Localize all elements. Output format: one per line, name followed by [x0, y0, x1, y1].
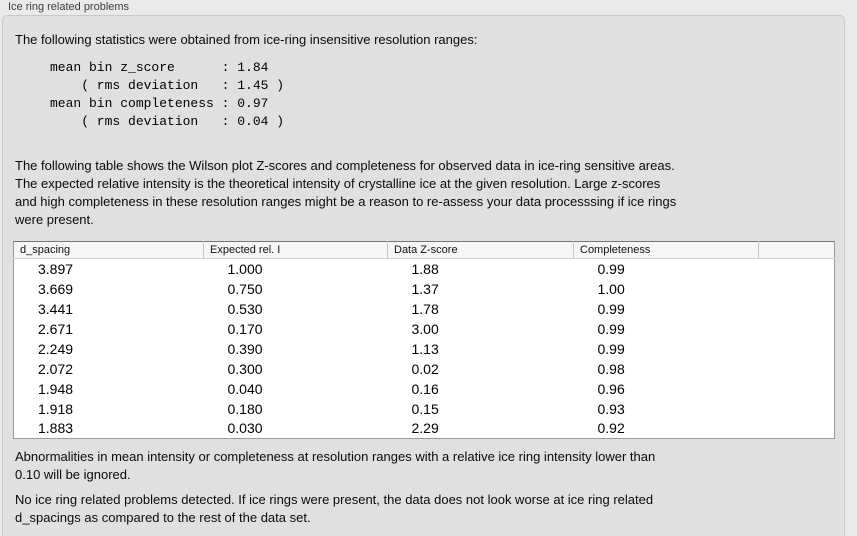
table-cell-empty [759, 379, 835, 399]
table-cell: 0.530 [227, 300, 263, 317]
ice-ring-groupbox: The following statistics were obtained f… [2, 15, 845, 536]
table-cell-empty [759, 259, 835, 279]
table-cell: 1.88 [411, 260, 439, 277]
table-cell: 3.00 [411, 320, 439, 337]
table-cell: 0.750 [227, 280, 263, 297]
stats-summary-block: mean bin z_score : 1.84 ( rms deviation … [50, 60, 285, 129]
table-cell: 0.170 [227, 320, 263, 337]
table-cell: 0.99 [597, 300, 625, 317]
table-row[interactable]: 1.948 0.040 0.16 0.96 [14, 379, 835, 399]
table-cell: 2.072 [38, 360, 74, 377]
table-cell: 2.249 [38, 340, 74, 357]
table-cell: 0.99 [597, 340, 625, 357]
table-cell: 0.99 [597, 320, 625, 337]
table-cell: 0.98 [597, 360, 625, 377]
table-body: 3.897 1.000 1.88 0.99 3.669 0.750 1.37 1.00 3.44… [14, 259, 835, 439]
column-header-d-spacing: d_spacing [13, 241, 204, 259]
table-cell: 0.92 [597, 420, 625, 437]
table-cell: 0.02 [411, 360, 439, 377]
table-cell: 0.96 [597, 380, 625, 397]
table-cell: 3.669 [38, 280, 74, 297]
table-cell: 0.15 [411, 400, 439, 417]
table-row[interactable]: 3.441 0.530 1.78 0.99 [14, 299, 835, 319]
table-cell-empty [759, 359, 835, 379]
column-header-expected-rel-i: Expected rel. I [203, 241, 388, 259]
column-header-data-z-score: Data Z-score [387, 241, 574, 259]
intro-text: The following statistics were obtained f… [15, 32, 478, 47]
table-cell: 3.441 [38, 300, 74, 317]
table-cell-empty [759, 419, 835, 439]
table-cell-empty [759, 299, 835, 319]
table-row[interactable]: 1.918 0.180 0.15 0.93 [14, 399, 835, 419]
table-cell: 1.78 [411, 300, 439, 317]
table-cell: 1.00 [597, 280, 625, 297]
table-cell: 2.29 [411, 420, 439, 437]
column-header-completeness: Completeness [573, 241, 759, 259]
table-cell: 0.16 [411, 380, 439, 397]
groupbox-title: Ice ring related problems [8, 1, 130, 13]
ice-ring-table: d_spacing Expected rel. I Data Z-score C… [13, 241, 835, 439]
table-header: d_spacing Expected rel. I Data Z-score C… [13, 241, 835, 259]
table-cell: 0.99 [597, 260, 625, 277]
table-cell-empty [759, 339, 835, 359]
table-cell: 1.37 [411, 280, 439, 297]
table-cell: 0.030 [227, 420, 263, 437]
table-cell: 0.93 [597, 400, 625, 417]
table-cell-empty [759, 399, 835, 419]
table-row[interactable]: 2.072 0.300 0.02 0.98 [14, 359, 835, 379]
table-cell: 1.883 [38, 420, 74, 437]
table-cell: 1.918 [38, 400, 74, 417]
column-header-empty [758, 241, 835, 259]
ignore-note-text: Abnormalities in mean intensity or compl… [15, 449, 656, 482]
table-row[interactable]: 1.883 0.030 2.29 0.92 [14, 419, 835, 439]
table-cell-empty [759, 319, 835, 339]
conclusion-text: No ice ring related problems detected. I… [15, 492, 654, 525]
table-cell: 1.13 [411, 340, 439, 357]
description-text: The following table shows the Wilson plo… [15, 158, 677, 227]
table-cell: 1.000 [227, 260, 263, 277]
table-cell: 0.390 [227, 340, 263, 357]
table-cell: 0.300 [227, 360, 263, 377]
table-row[interactable]: 3.669 0.750 1.37 1.00 [14, 279, 835, 299]
table-cell: 1.948 [38, 380, 74, 397]
table-cell: 2.671 [38, 320, 74, 337]
table-cell: 0.040 [227, 380, 263, 397]
table-cell: 3.897 [38, 260, 74, 277]
table-cell-empty [759, 279, 835, 299]
table-row[interactable]: 2.249 0.390 1.13 0.99 [14, 339, 835, 359]
table-cell: 0.180 [227, 400, 263, 417]
table-row[interactable]: 2.671 0.170 3.00 0.99 [14, 319, 835, 339]
table-row[interactable]: 3.897 1.000 1.88 0.99 [14, 259, 835, 279]
